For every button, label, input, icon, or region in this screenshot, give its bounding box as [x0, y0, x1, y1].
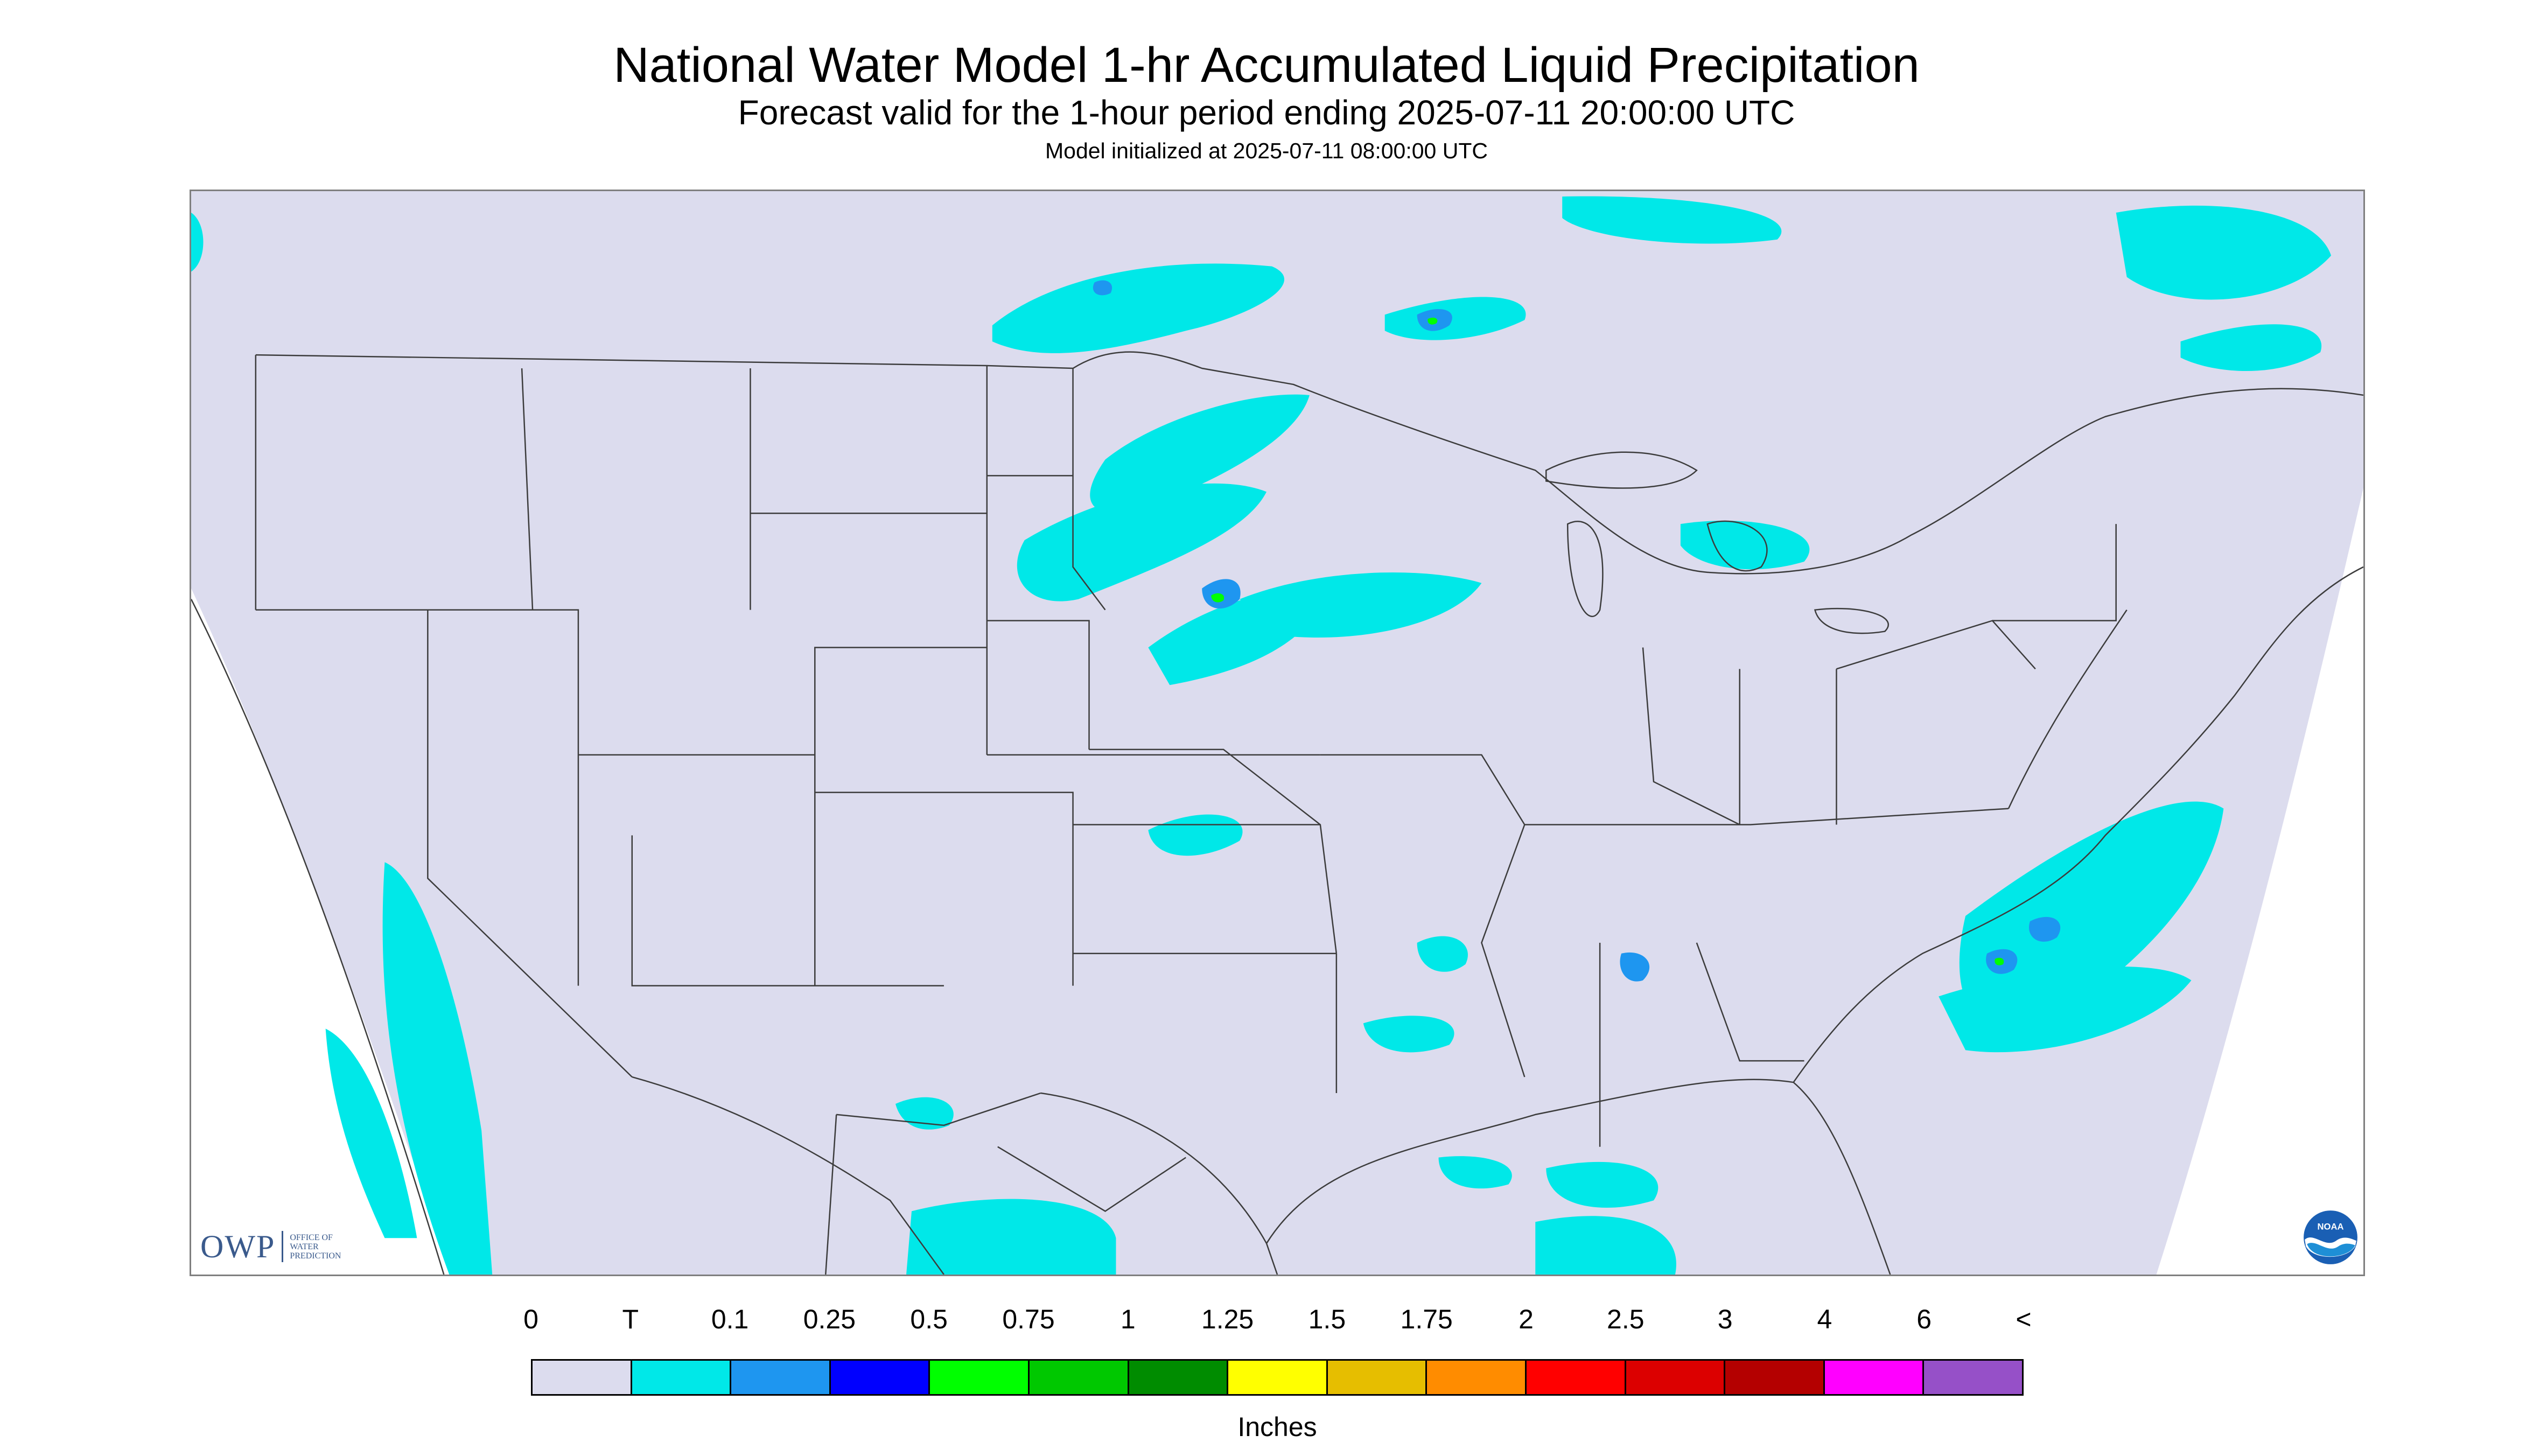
legend-tick-label: 0.5 [910, 1304, 948, 1334]
legend-swatch [1626, 1361, 1726, 1394]
legend-tick-label: 4 [1817, 1304, 1832, 1334]
legend-tick-label: 1 [1120, 1304, 1136, 1334]
owp-logo: OWP OFFICE OF WATER PREDICTION [200, 1228, 341, 1265]
legend-tick-label: 0 [523, 1304, 538, 1334]
legend-swatch [1526, 1361, 1626, 1394]
state-boundaries [191, 351, 2363, 1275]
legend-tick-label: 2.5 [1607, 1304, 1645, 1334]
precip-legend: 0 T 0.1 0.25 0.5 0.75 1 1.25 1.5 1.75 2 2.5 3 4 6 < Inc… [523, 1303, 2032, 1454]
legend-color-bar [531, 1359, 2024, 1396]
legend-swatch [1824, 1361, 1925, 1394]
legend-swatch [1327, 1361, 1428, 1394]
owp-logo-letters: OWP [200, 1228, 276, 1264]
noaa-logo: NOAA [2304, 1210, 2357, 1264]
map-title: National Water Model 1-hr Accumulated Li… [613, 38, 1920, 93]
legend-swatch [533, 1361, 632, 1394]
legend-swatch [731, 1361, 831, 1394]
legend-tick-label: 1.5 [1308, 1304, 1346, 1334]
model-init-time: Model initialized at 2025-07-11 08:00:00… [1045, 138, 1488, 163]
owp-logo-words: OFFICE OF WATER PREDICTION [290, 1233, 341, 1261]
legend-swatch [632, 1361, 732, 1394]
legend-units-label: Inches [1237, 1412, 1317, 1442]
owp-logo-separator [282, 1231, 284, 1262]
noaa-logo-text: NOAA [2318, 1221, 2344, 1231]
legend-tick-label: 1.75 [1400, 1304, 1453, 1334]
legend-swatch [930, 1361, 1030, 1394]
legend-swatch [1228, 1361, 1328, 1394]
legend-swatch [1924, 1361, 2022, 1394]
legend-tick-label: 2 [1519, 1304, 1534, 1334]
legend-tick-label: < [2016, 1304, 2032, 1334]
precip-heavy-cells [1211, 317, 2004, 965]
map-canvas [191, 191, 2363, 1275]
legend-tick-label: T [622, 1304, 639, 1334]
map-subtitle: Forecast valid for the 1-hour period end… [738, 93, 1795, 132]
model-domain [191, 191, 2363, 1275]
legend-tick-label: 6 [1916, 1304, 1932, 1334]
legend-swatch [1029, 1361, 1129, 1394]
legend-swatch [1725, 1361, 1825, 1394]
legend-tick-label: 0.25 [803, 1304, 856, 1334]
legend-swatch [830, 1361, 930, 1394]
legend-tick-label: 3 [1717, 1304, 1733, 1334]
legend-tick-label: 1.25 [1201, 1304, 1254, 1334]
legend-swatch [1129, 1361, 1229, 1394]
precipitation-map [190, 190, 2365, 1276]
legend-tick-label: 0.75 [1002, 1304, 1055, 1334]
legend-swatch [1427, 1361, 1527, 1394]
legend-tick-label: 0.1 [711, 1304, 749, 1334]
